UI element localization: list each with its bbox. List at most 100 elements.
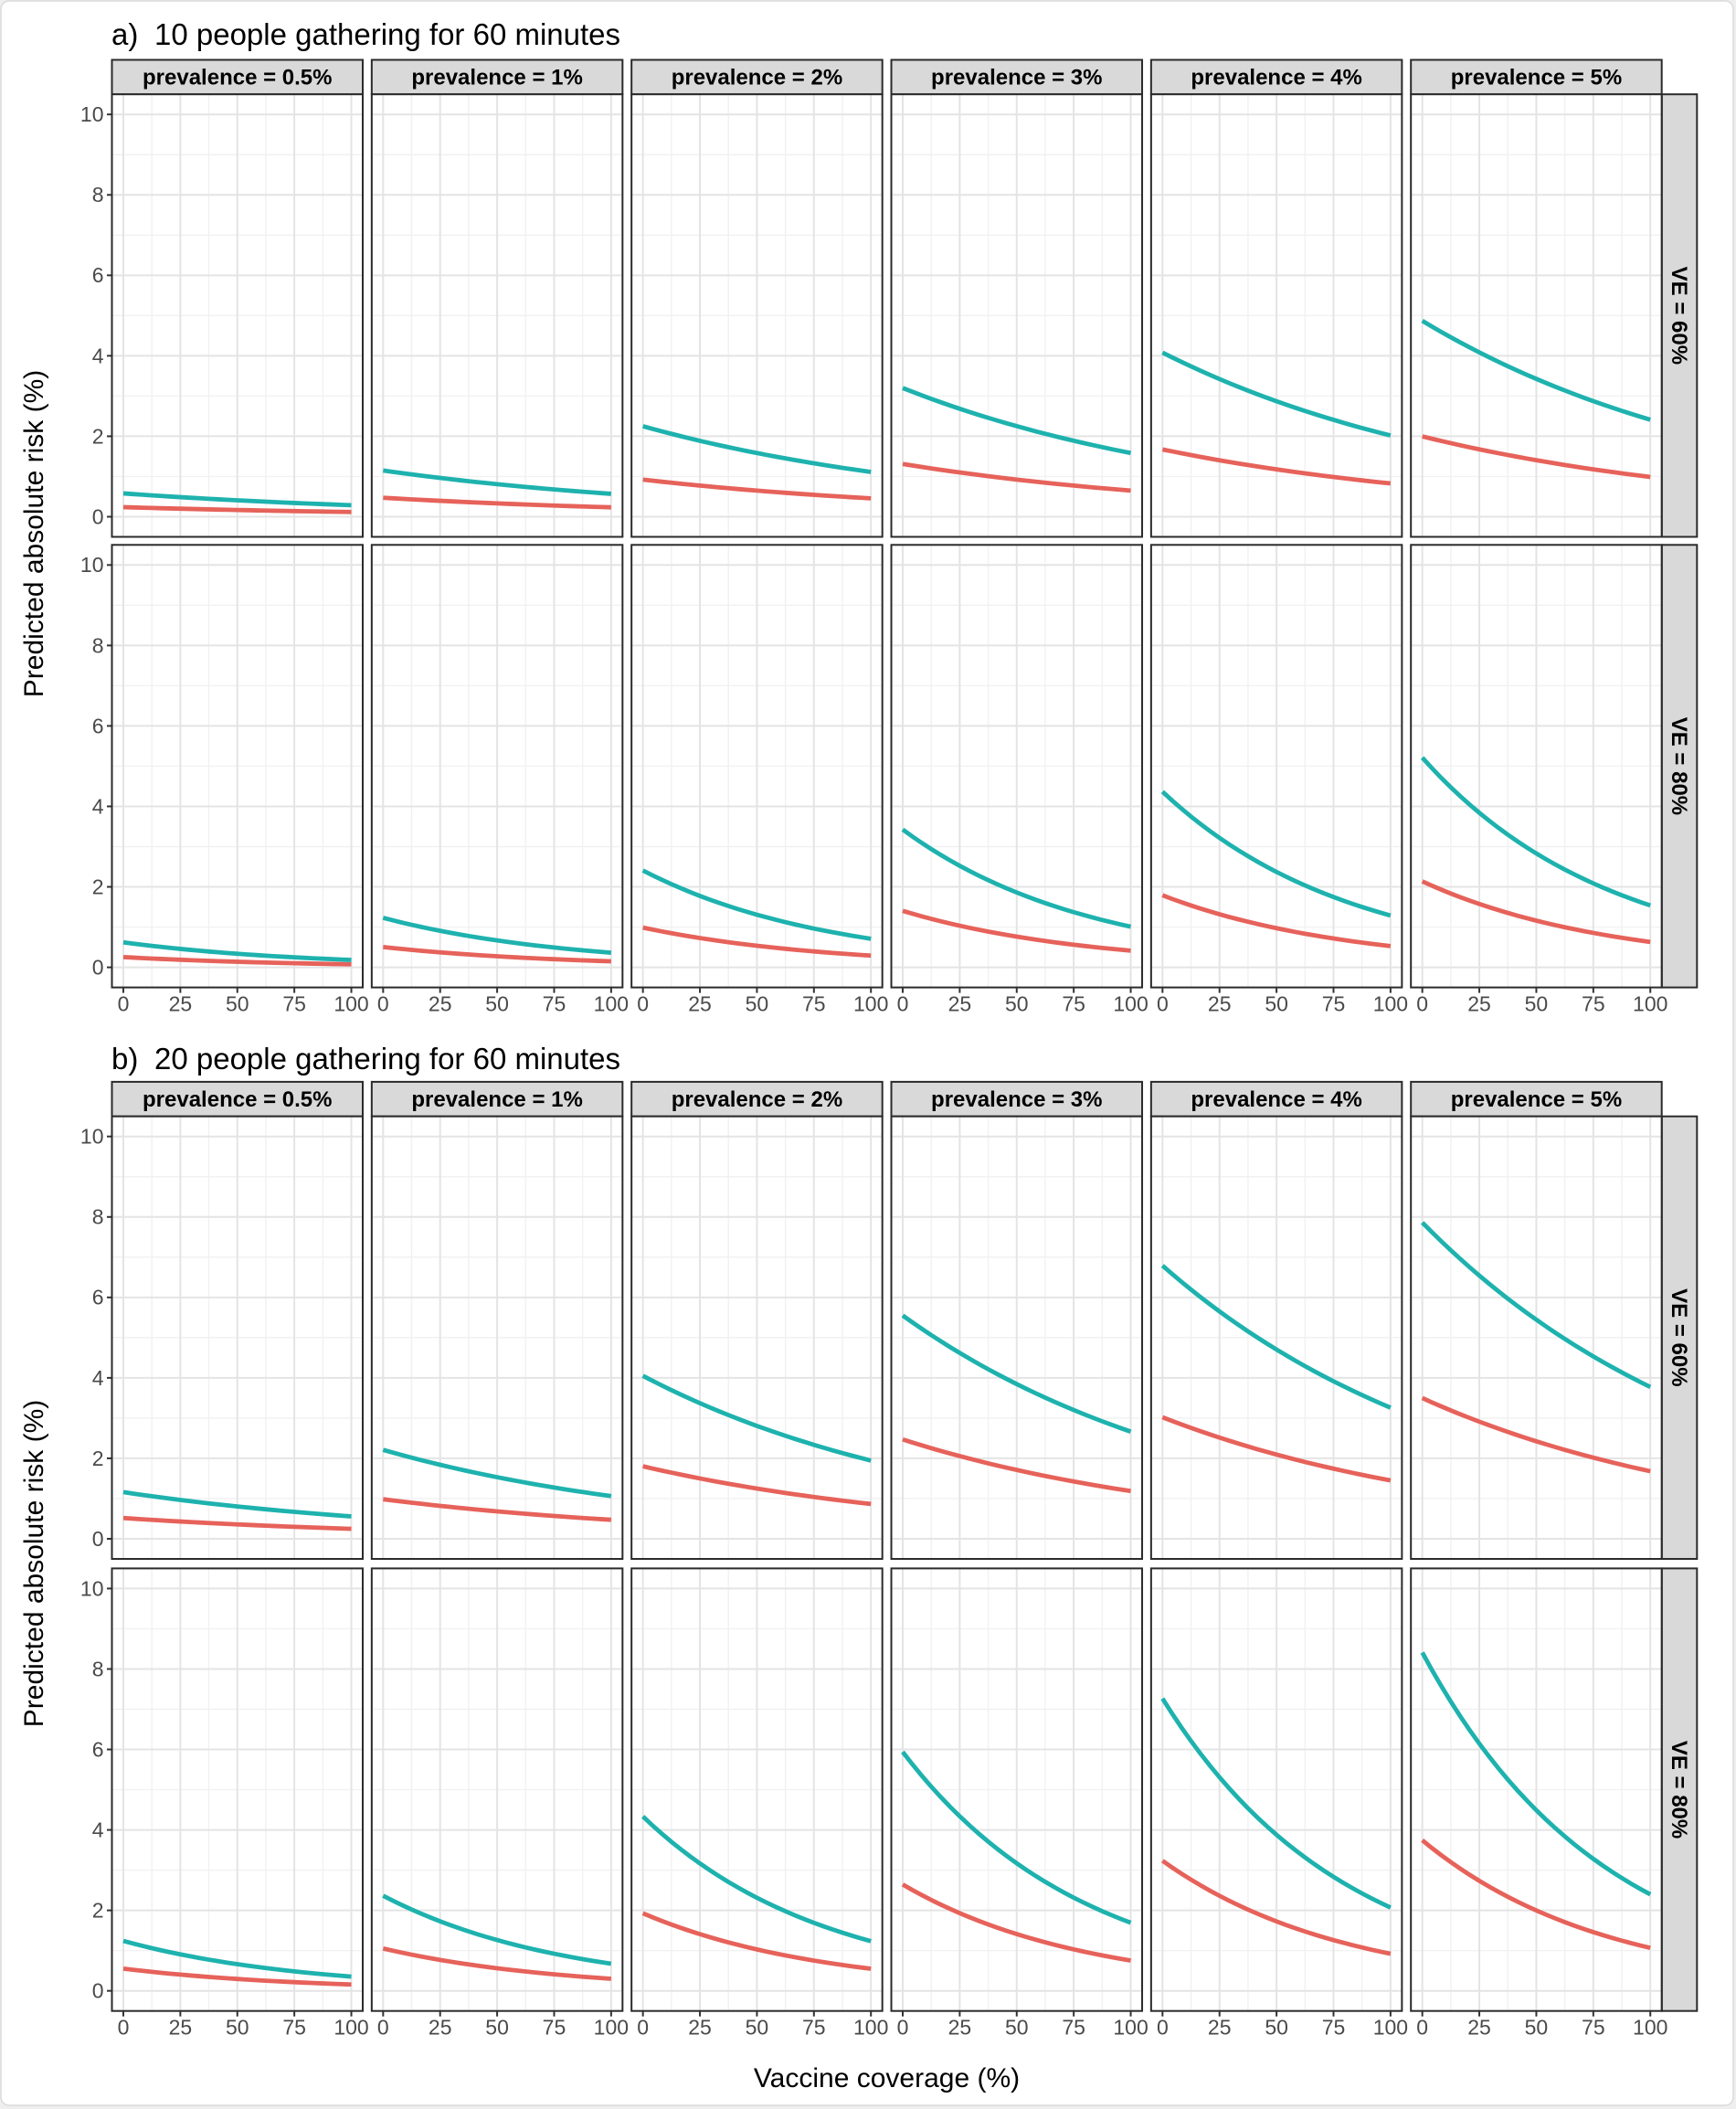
svg-text:25: 25 — [1208, 2016, 1232, 2040]
svg-text:50: 50 — [485, 992, 509, 1016]
svg-text:100: 100 — [594, 992, 629, 1016]
svg-text:100: 100 — [333, 2016, 368, 2040]
svg-text:100: 100 — [1633, 992, 1667, 1016]
svg-text:0: 0 — [897, 992, 909, 1016]
svg-text:prevalence = 5%: prevalence = 5% — [1451, 66, 1622, 90]
svg-text:0: 0 — [92, 1527, 104, 1551]
svg-text:25: 25 — [169, 992, 193, 1016]
svg-text:100: 100 — [1633, 2016, 1667, 2040]
svg-text:75: 75 — [282, 992, 306, 1016]
svg-text:prevalence = 2%: prevalence = 2% — [672, 66, 842, 90]
svg-text:0: 0 — [1157, 992, 1169, 1016]
svg-text:25: 25 — [688, 992, 712, 1016]
svg-text:0: 0 — [1416, 2016, 1428, 2040]
svg-text:75: 75 — [543, 992, 566, 1016]
svg-text:2: 2 — [92, 424, 104, 448]
svg-text:100: 100 — [853, 992, 888, 1016]
svg-text:100: 100 — [1113, 2016, 1148, 2040]
svg-text:75: 75 — [543, 2016, 566, 2040]
svg-text:prevalence = 2%: prevalence = 2% — [672, 1087, 842, 1112]
svg-text:75: 75 — [1062, 992, 1085, 1016]
svg-text:25: 25 — [429, 2016, 452, 2040]
svg-text:0: 0 — [118, 992, 130, 1016]
svg-text:4: 4 — [92, 344, 104, 367]
svg-text:25: 25 — [948, 2016, 972, 2040]
svg-text:10: 10 — [80, 553, 104, 577]
svg-text:75: 75 — [282, 2016, 306, 2040]
svg-text:10 people gathering for 60 min: 10 people gathering for 60 minutes — [154, 17, 620, 51]
svg-text:100: 100 — [333, 992, 368, 1016]
svg-text:25: 25 — [948, 992, 972, 1016]
svg-text:VE = 80%: VE = 80% — [1667, 1741, 1691, 1839]
svg-text:prevalence = 1%: prevalence = 1% — [411, 66, 582, 90]
svg-text:50: 50 — [1265, 2016, 1288, 2040]
svg-text:50: 50 — [1265, 992, 1288, 1016]
svg-text:Predicted absolute risk (%): Predicted absolute risk (%) — [19, 370, 49, 697]
svg-text:8: 8 — [92, 1205, 104, 1229]
svg-text:prevalence = 3%: prevalence = 3% — [931, 66, 1102, 90]
svg-text:prevalence = 0.5%: prevalence = 0.5% — [143, 66, 332, 90]
svg-text:prevalence = 5%: prevalence = 5% — [1451, 1087, 1622, 1112]
svg-text:0: 0 — [897, 2016, 909, 2040]
svg-text:prevalence = 4%: prevalence = 4% — [1191, 1087, 1361, 1112]
svg-text:75: 75 — [1322, 2016, 1346, 2040]
svg-text:Predicted absolute risk (%): Predicted absolute risk (%) — [19, 1400, 49, 1727]
svg-text:0: 0 — [118, 2016, 130, 2040]
svg-text:25: 25 — [1208, 992, 1232, 1016]
svg-text:20 people gathering for 60 min: 20 people gathering for 60 minutes — [154, 1042, 620, 1076]
svg-text:0: 0 — [92, 504, 104, 528]
svg-text:4: 4 — [92, 1818, 104, 1841]
svg-text:75: 75 — [1582, 2016, 1605, 2040]
svg-text:2: 2 — [92, 1447, 104, 1470]
svg-text:4: 4 — [92, 794, 104, 818]
svg-text:50: 50 — [1005, 2016, 1029, 2040]
svg-text:2: 2 — [92, 874, 104, 898]
svg-text:8: 8 — [92, 633, 104, 657]
svg-text:25: 25 — [169, 2016, 193, 2040]
svg-text:50: 50 — [1525, 992, 1549, 1016]
svg-text:0: 0 — [637, 992, 649, 1016]
svg-text:6: 6 — [92, 263, 104, 287]
svg-text:100: 100 — [1373, 2016, 1408, 2040]
svg-text:prevalence = 0.5%: prevalence = 0.5% — [143, 1087, 332, 1112]
svg-text:VE = 80%: VE = 80% — [1667, 717, 1691, 815]
svg-text:6: 6 — [92, 714, 104, 737]
svg-text:50: 50 — [226, 992, 249, 1016]
svg-text:75: 75 — [802, 2016, 826, 2040]
svg-text:Vaccine coverage (%): Vaccine coverage (%) — [754, 2063, 1020, 2093]
svg-text:0: 0 — [1416, 992, 1428, 1016]
svg-text:100: 100 — [1113, 992, 1148, 1016]
svg-text:0: 0 — [377, 2016, 389, 2040]
svg-text:75: 75 — [1322, 992, 1346, 1016]
svg-text:10: 10 — [80, 1125, 104, 1149]
svg-text:50: 50 — [1005, 992, 1029, 1016]
svg-text:8: 8 — [92, 183, 104, 207]
svg-text:75: 75 — [802, 992, 826, 1016]
svg-text:prevalence = 4%: prevalence = 4% — [1191, 66, 1361, 90]
svg-text:75: 75 — [1062, 2016, 1085, 2040]
svg-text:0: 0 — [377, 992, 389, 1016]
svg-text:0: 0 — [1157, 2016, 1169, 2040]
svg-text:100: 100 — [1373, 992, 1408, 1016]
svg-text:50: 50 — [1525, 2016, 1549, 2040]
svg-text:6: 6 — [92, 1286, 104, 1309]
svg-text:0: 0 — [92, 955, 104, 979]
svg-text:0: 0 — [637, 2016, 649, 2040]
svg-text:8: 8 — [92, 1657, 104, 1680]
svg-text:a): a) — [111, 17, 138, 51]
svg-text:50: 50 — [746, 2016, 769, 2040]
svg-text:prevalence = 3%: prevalence = 3% — [931, 1087, 1102, 1112]
svg-text:b): b) — [111, 1042, 138, 1076]
svg-text:50: 50 — [746, 992, 769, 1016]
svg-text:VE = 60%: VE = 60% — [1667, 267, 1691, 365]
svg-text:50: 50 — [226, 2016, 249, 2040]
svg-text:25: 25 — [429, 992, 452, 1016]
svg-text:25: 25 — [1467, 992, 1491, 1016]
svg-text:2: 2 — [92, 1899, 104, 1923]
svg-text:10: 10 — [80, 1576, 104, 1600]
svg-text:6: 6 — [92, 1737, 104, 1761]
svg-text:4: 4 — [92, 1366, 104, 1390]
svg-text:25: 25 — [1467, 2016, 1491, 2040]
svg-text:prevalence = 1%: prevalence = 1% — [411, 1087, 582, 1112]
svg-text:10: 10 — [80, 102, 104, 126]
